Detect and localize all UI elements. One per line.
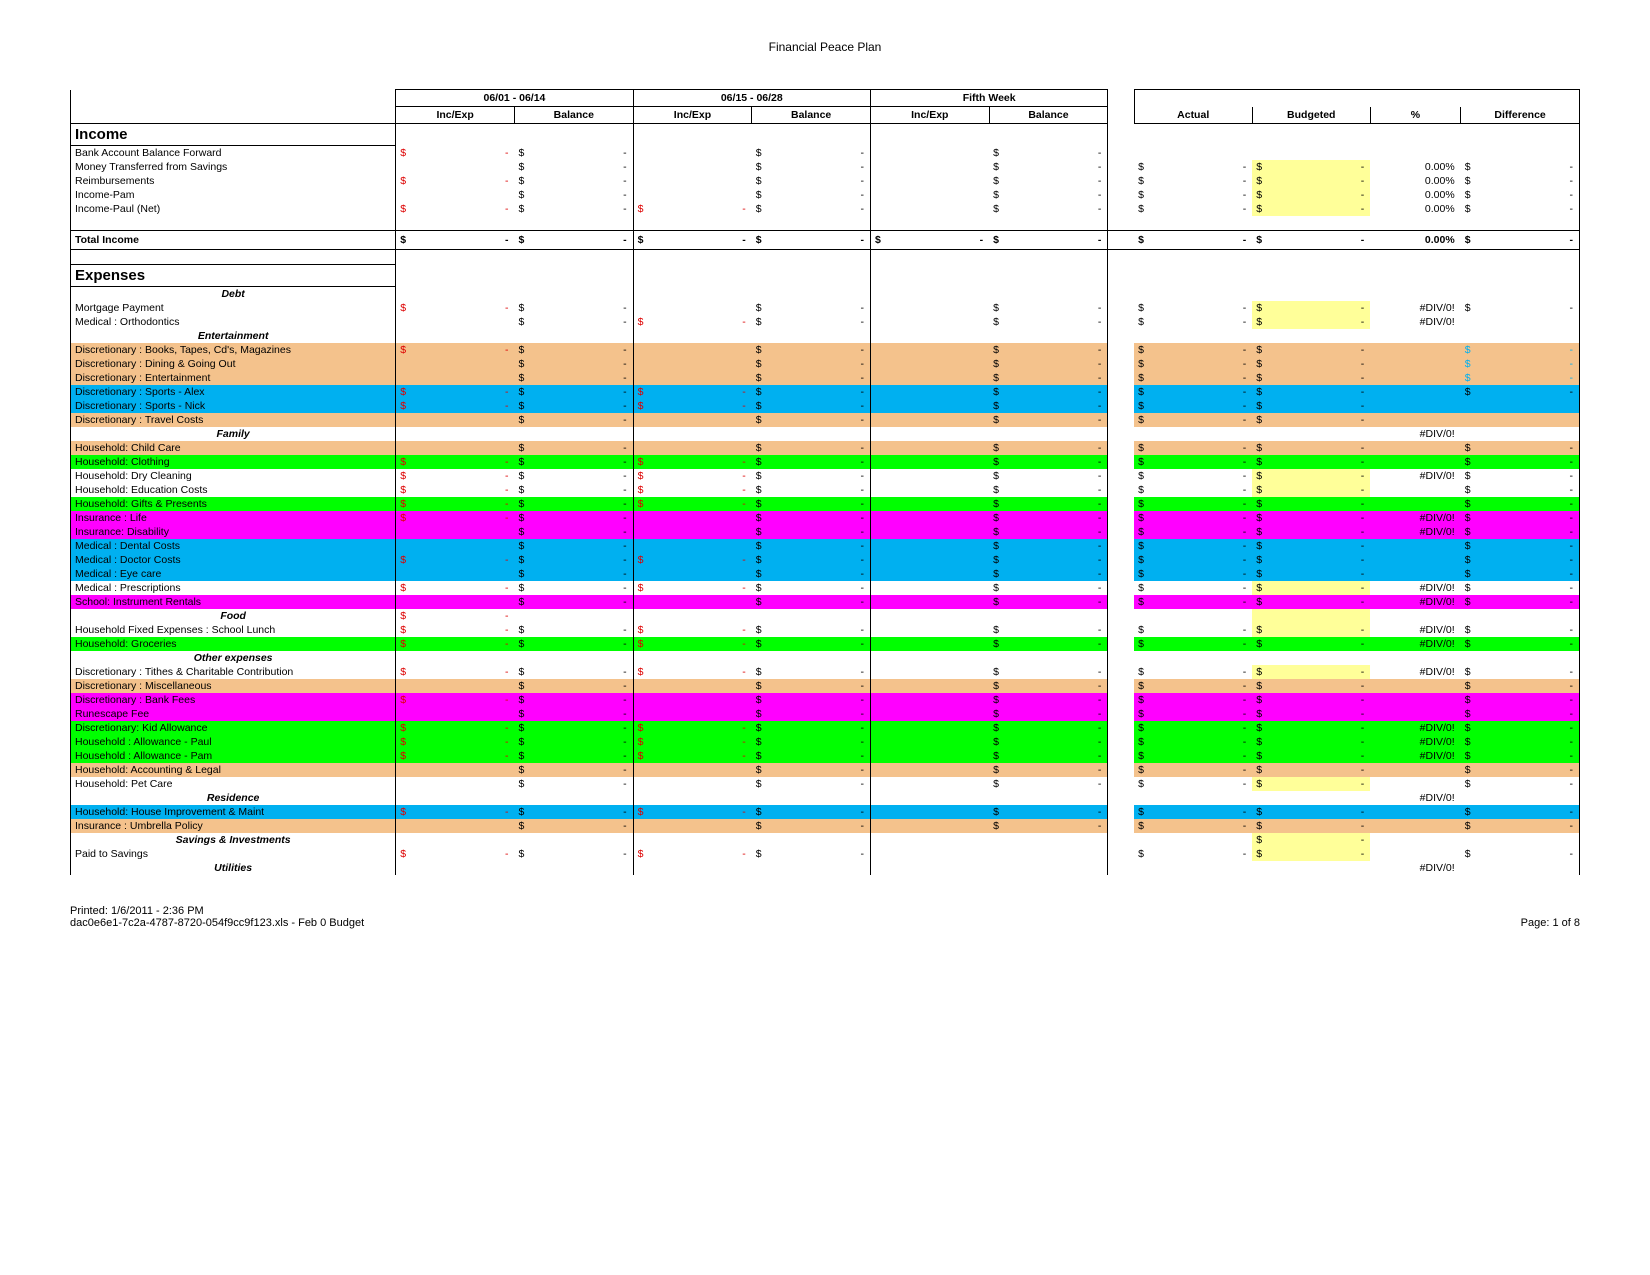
row-label: Household: House Improvement & Maint [71, 805, 396, 819]
row-label: Money Transferred from Savings [71, 160, 396, 174]
row-label: Household: Gifts & Presents [71, 497, 396, 511]
section-title: Income [71, 124, 396, 146]
row-label: Household: Child Care [71, 441, 396, 455]
row-label: Household: Groceries [71, 637, 396, 651]
row-label: Household: Accounting & Legal [71, 763, 396, 777]
row-label: Household : Allowance - Pam [71, 749, 396, 763]
section-title: Expenses [71, 265, 396, 287]
row-label: Discretionary : Dining & Going Out [71, 357, 396, 371]
row-label: Reimbursements [71, 174, 396, 188]
footer-file: dac0e6e1-7c2a-4787-8720-054f9cc9f123.xls… [70, 917, 364, 929]
row-label: Household: Pet Care [71, 777, 396, 791]
row-label: Discretionary : Sports - Nick [71, 399, 396, 413]
row-label: Medical : Prescriptions [71, 581, 396, 595]
row-label: Discretionary : Miscellaneous [71, 679, 396, 693]
row-label: Medical : Dental Costs [71, 539, 396, 553]
row-label: Discretionary : Tithes & Charitable Cont… [71, 665, 396, 679]
row-label: Household: Clothing [71, 455, 396, 469]
row-label: Mortgage Payment [71, 301, 396, 315]
row-label: Insurance : Umbrella Policy [71, 819, 396, 833]
group-header: Utilities [71, 861, 396, 875]
row-label: Discretionary : Sports - Alex [71, 385, 396, 399]
row-label: School: Instrument Rentals [71, 595, 396, 609]
row-label: Income-Pam [71, 188, 396, 202]
row-label: Discretionary : Bank Fees [71, 693, 396, 707]
row-label: Discretionary : Entertainment [71, 371, 396, 385]
row-label: Paid to Savings [71, 847, 396, 861]
row-label: Household: Education Costs [71, 483, 396, 497]
group-header: Savings & Investments [71, 833, 396, 847]
row-label: Household : Allowance - Paul [71, 735, 396, 749]
row-label: Total Income [71, 231, 396, 250]
budget-table: 06/01 - 06/1406/15 - 06/28Fifth WeekInc/… [70, 89, 1580, 875]
row-label: Insurance : Life [71, 511, 396, 525]
group-header: Entertainment [71, 329, 396, 343]
row-label: Income-Paul (Net) [71, 202, 396, 216]
row-label: Medical : Doctor Costs [71, 553, 396, 567]
page-title: Financial Peace Plan [70, 40, 1580, 54]
group-header: Residence [71, 791, 396, 805]
row-label: Runescape Fee [71, 707, 396, 721]
group-header: Food [71, 609, 396, 623]
row-label: Bank Account Balance Forward [71, 146, 396, 161]
row-label: Household Fixed Expenses : School Lunch [71, 623, 396, 637]
row-label: Medical : Orthodontics [71, 315, 396, 329]
row-label: Medical : Eye care [71, 567, 396, 581]
group-header: Debt [71, 287, 396, 302]
group-header: Family [71, 427, 396, 441]
row-label: Household: Dry Cleaning [71, 469, 396, 483]
row-label: Insurance: Disability [71, 525, 396, 539]
footer-page: Page: 1 of 8 [1521, 917, 1580, 929]
row-label: Discretionary: Kid Allowance [71, 721, 396, 735]
group-header: Other expenses [71, 651, 396, 665]
footer-printed: Printed: 1/6/2011 - 2:36 PM [70, 905, 364, 917]
page-footer: Printed: 1/6/2011 - 2:36 PM dac0e6e1-7c2… [70, 905, 1580, 929]
row-label: Discretionary : Books, Tapes, Cd's, Maga… [71, 343, 396, 357]
row-label: Discretionary : Travel Costs [71, 413, 396, 427]
